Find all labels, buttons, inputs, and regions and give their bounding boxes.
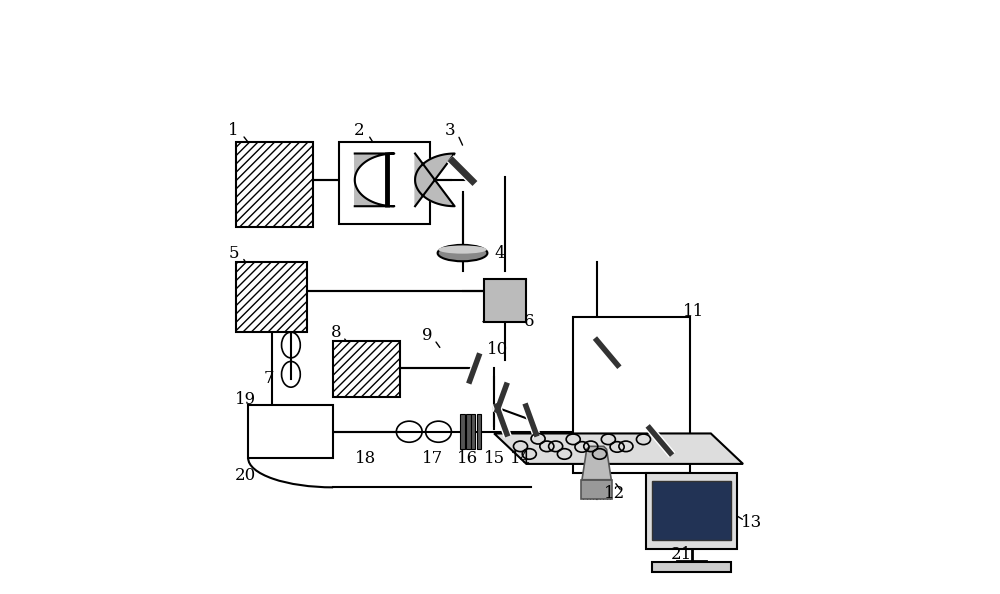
Text: 17: 17 (422, 450, 443, 466)
Bar (646, 473, 737, 549)
Text: 16: 16 (457, 450, 478, 466)
Bar (339, 142, 430, 224)
Text: 20: 20 (235, 467, 256, 484)
Polygon shape (415, 153, 455, 206)
Text: 11: 11 (683, 303, 704, 320)
Bar (652, 562, 731, 572)
Text: 19: 19 (235, 391, 256, 408)
Text: 9: 9 (422, 327, 432, 343)
Bar (466, 414, 471, 449)
Bar (236, 262, 307, 332)
Text: 15: 15 (484, 450, 505, 466)
Bar (460, 414, 465, 449)
Ellipse shape (438, 245, 487, 261)
Text: 6: 6 (524, 313, 535, 330)
Text: 7: 7 (263, 371, 274, 387)
Bar (471, 414, 475, 449)
Ellipse shape (438, 245, 487, 254)
Bar (477, 414, 481, 449)
Text: 1: 1 (228, 122, 239, 138)
Text: 4: 4 (495, 245, 505, 261)
Bar (581, 480, 612, 499)
Bar (248, 405, 333, 458)
Bar (333, 341, 400, 397)
Bar (484, 279, 526, 321)
Text: 2: 2 (354, 122, 365, 138)
Polygon shape (355, 153, 394, 206)
Text: 13: 13 (741, 514, 762, 531)
Bar (236, 142, 313, 227)
Bar (652, 482, 731, 540)
Text: 5: 5 (228, 245, 239, 261)
Text: 3: 3 (445, 122, 456, 138)
Text: 18: 18 (355, 450, 376, 466)
Text: 14: 14 (510, 450, 531, 466)
Bar (573, 318, 690, 473)
Text: 10: 10 (486, 341, 508, 358)
Text: 12: 12 (604, 485, 625, 502)
Text: 21: 21 (671, 546, 692, 563)
Text: 8: 8 (331, 324, 341, 340)
Polygon shape (494, 434, 743, 464)
Polygon shape (582, 446, 611, 480)
